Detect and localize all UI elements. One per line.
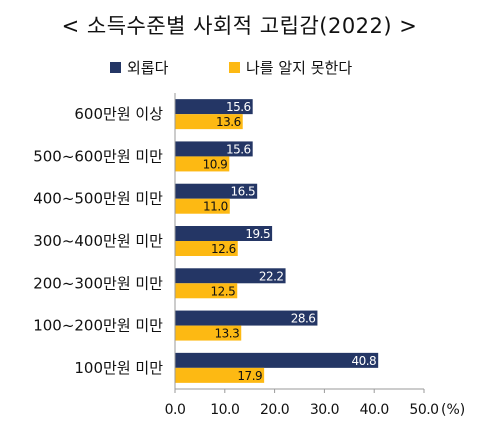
bar [175, 241, 238, 256]
data-label: 19.5 [245, 227, 270, 241]
category-label: 100만원 미만 [74, 359, 163, 377]
bar [175, 114, 243, 130]
data-label: 17.9 [237, 369, 262, 383]
data-label: 28.6 [291, 312, 316, 326]
chart-title: < 소득수준별 사회적 고립감(2022) > [61, 14, 418, 38]
data-label: 11.0 [203, 200, 228, 214]
x-unit-label: (%) [441, 402, 465, 418]
data-label: 13.6 [216, 115, 241, 129]
legend-label-series-1: 외롭다 [127, 59, 169, 77]
category-label: 100~200만원 미만 [33, 317, 163, 335]
category-label: 600만원 이상 [74, 105, 163, 123]
bar [175, 367, 265, 383]
data-label: 15.6 [226, 100, 251, 114]
bar [175, 183, 258, 199]
x-tick-label: 30.0 [310, 402, 339, 418]
category-label: 200~300만원 미만 [33, 274, 163, 292]
legend-item-series-2: 나를 알지 못한다 [229, 57, 352, 78]
data-label: 10.9 [203, 157, 228, 171]
legend-label-series-2: 나를 알지 못한다 [246, 59, 353, 77]
bar [175, 310, 318, 326]
category-label: 500~600만원 미만 [33, 147, 163, 165]
data-label: 12.5 [211, 284, 236, 298]
category-label: 300~400만원 미만 [33, 232, 163, 250]
x-tick-label: 10.0 [210, 402, 239, 418]
data-label: 15.6 [226, 142, 251, 156]
data-label: 40.8 [351, 354, 376, 368]
legend-swatch-series-1 [110, 62, 121, 73]
bar [175, 352, 379, 368]
bar [175, 226, 273, 241]
legend-item-series-1: 외롭다 [110, 57, 168, 78]
x-tick-label: 50.0 [409, 402, 438, 418]
x-tick-label: 20.0 [260, 402, 289, 418]
data-label: 16.5 [230, 185, 255, 199]
bar [175, 141, 253, 157]
bar [175, 156, 230, 172]
data-label: 12.6 [211, 242, 236, 256]
data-label: 13.3 [215, 327, 240, 341]
legend-swatch-series-2 [229, 62, 240, 73]
bar [175, 99, 253, 115]
x-tick-label: 40.0 [360, 402, 389, 418]
data-label: 22.2 [259, 269, 284, 283]
bar [175, 325, 242, 341]
bar [175, 283, 238, 299]
bar [175, 198, 230, 214]
category-label: 400~500만원 미만 [33, 190, 163, 208]
bar [175, 268, 286, 284]
x-tick-label: 0.0 [165, 402, 186, 418]
